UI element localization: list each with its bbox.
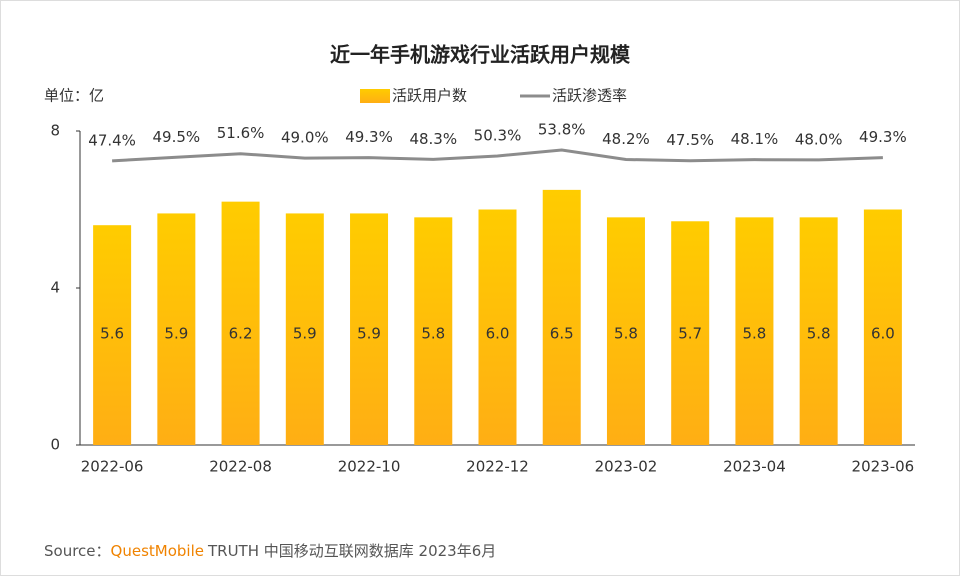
x-tick-label: 2023-04 [723, 458, 786, 476]
line-value-label: 50.3% [474, 126, 522, 144]
x-tick-label: 2022-12 [466, 458, 529, 476]
bar-value-label: 5.8 [742, 325, 766, 343]
bar [863, 209, 902, 445]
line-value-label: 48.3% [409, 130, 457, 148]
legend-label: 活跃用户数 [392, 87, 467, 105]
line-value-label: 48.1% [731, 130, 779, 148]
bar-value-label: 6.0 [871, 325, 895, 343]
line [112, 148, 883, 163]
bar [285, 213, 324, 445]
bar-value-label: 6.0 [486, 325, 510, 343]
bar [478, 209, 517, 445]
line-value-label: 53.8% [538, 121, 586, 139]
legend-label: 活跃渗透率 [552, 87, 627, 105]
bar-value-label: 5.8 [421, 325, 445, 343]
bar-value-label: 6.5 [550, 325, 574, 343]
bar [799, 217, 838, 445]
source-text: TRUTH 中国移动互联网数据库 2023年6月 [207, 542, 496, 560]
line-value-label: 49.3% [859, 128, 907, 146]
x-tick-label: 2023-06 [852, 458, 915, 476]
x-tick-label: 2023-02 [595, 458, 658, 476]
bar [735, 217, 774, 445]
line-value-label: 48.2% [602, 130, 650, 148]
line-value-label: 47.5% [666, 131, 714, 149]
line-value-label: 51.6% [217, 124, 265, 142]
bar-value-label: 5.9 [293, 325, 317, 343]
x-tick-label: 2022-10 [338, 458, 401, 476]
bar [93, 225, 132, 445]
legend-swatch [360, 89, 390, 103]
bar-value-label: 5.8 [614, 325, 638, 343]
chart-title: 近一年手机游戏行业活跃用户规模 [330, 43, 631, 67]
bar [157, 213, 196, 445]
line-value-label: 47.4% [88, 131, 136, 149]
unit-label: 单位：亿 [44, 87, 104, 105]
bar [542, 189, 581, 445]
bar [350, 213, 389, 445]
bar-value-label: 5.8 [807, 325, 831, 343]
bar-value-label: 5.7 [678, 325, 702, 343]
x-tick-label: 2022-08 [209, 458, 272, 476]
source-prefix: Source： [44, 542, 111, 560]
y-tick-label: 8 [50, 122, 60, 140]
bar-value-label: 5.9 [357, 325, 381, 343]
line-value-label: 49.0% [281, 129, 329, 147]
bar-value-label: 5.9 [164, 325, 188, 343]
y-tick-label: 4 [50, 279, 60, 297]
bar [414, 217, 453, 445]
line-value-label: 49.3% [345, 128, 393, 146]
bar [221, 201, 260, 445]
y-tick-label: 0 [50, 436, 60, 454]
bar [606, 217, 645, 445]
bar [671, 221, 710, 445]
source: Source：QuestMobile TRUTH 中国移动互联网数据库 2023年… [44, 542, 496, 560]
line-value-label: 49.5% [153, 128, 201, 146]
line-value-label: 48.0% [795, 130, 843, 148]
source-brand: QuestMobile [111, 542, 204, 560]
bar-value-label: 6.2 [229, 325, 253, 343]
x-tick-label: 2022-06 [81, 458, 144, 476]
bar-value-label: 5.6 [100, 325, 124, 343]
